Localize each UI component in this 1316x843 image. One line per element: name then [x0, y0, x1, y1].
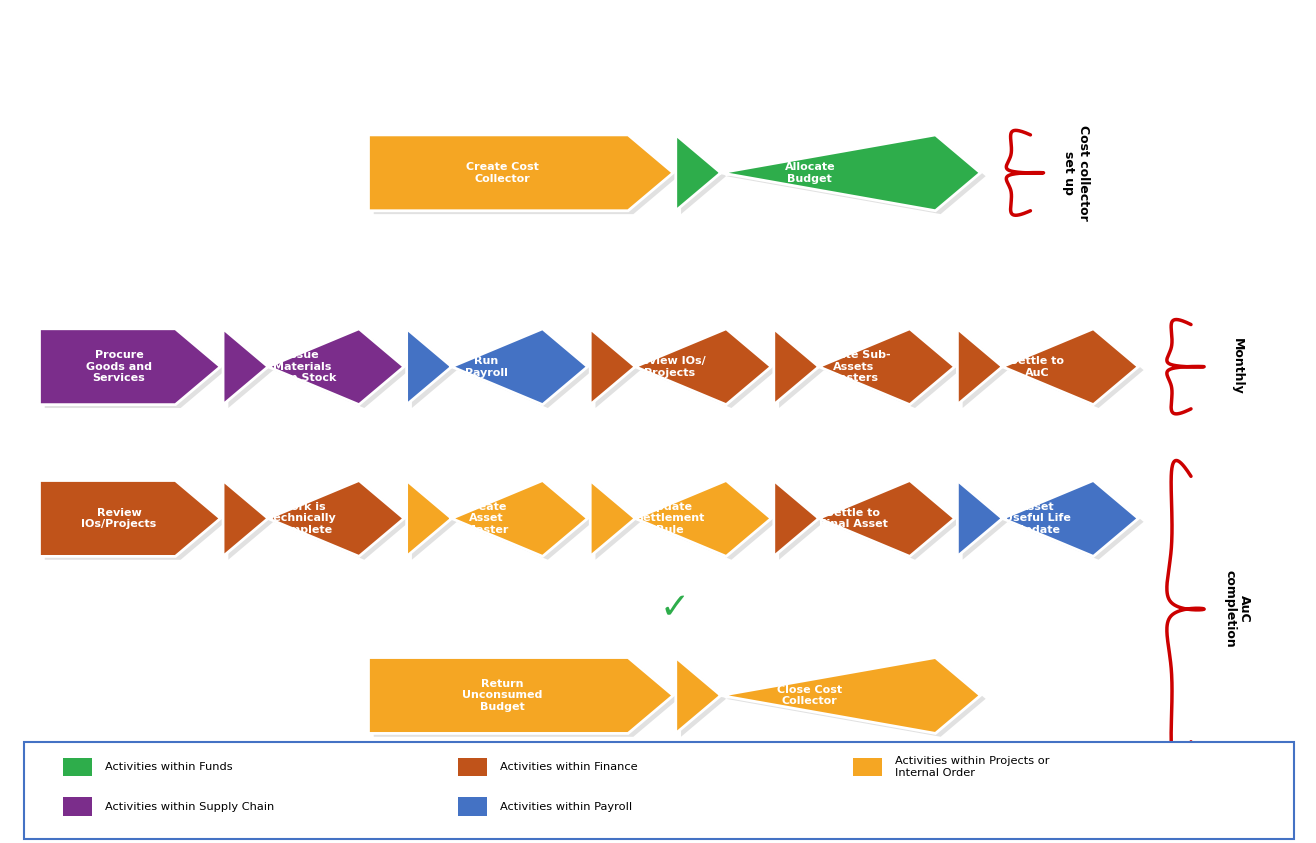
- Text: Create Sub-
Assets
Masters: Create Sub- Assets Masters: [817, 350, 890, 384]
- Polygon shape: [222, 329, 404, 405]
- Text: Review IOs/
Projects: Review IOs/ Projects: [633, 356, 707, 378]
- Polygon shape: [368, 135, 674, 211]
- Text: Allocate
Budget: Allocate Budget: [784, 162, 836, 184]
- Text: ✓: ✓: [661, 592, 690, 626]
- FancyBboxPatch shape: [63, 797, 92, 816]
- Text: Review
IOs/Projects: Review IOs/Projects: [82, 507, 157, 529]
- Text: Work is
Technically
Complete: Work is Technically Complete: [268, 502, 337, 535]
- Polygon shape: [39, 481, 220, 556]
- Text: Create Cost
Collector: Create Cost Collector: [466, 162, 540, 184]
- Text: Activities within Funds: Activities within Funds: [105, 762, 233, 772]
- Polygon shape: [682, 138, 986, 214]
- Polygon shape: [412, 484, 592, 560]
- Text: Asset
Useful Life
Update: Asset Useful Life Update: [1004, 502, 1070, 535]
- Text: Activities within Supply Chain: Activities within Supply Chain: [105, 802, 275, 812]
- Text: Run
Payroll: Run Payroll: [465, 356, 508, 378]
- Polygon shape: [595, 484, 776, 560]
- Polygon shape: [962, 484, 1144, 560]
- Text: Activities within Projects or
Internal Order: Activities within Projects or Internal O…: [895, 756, 1049, 778]
- Text: Return
Unconsumed
Budget: Return Unconsumed Budget: [462, 679, 542, 712]
- Polygon shape: [407, 329, 587, 405]
- Text: Activities within Finance: Activities within Finance: [500, 762, 638, 772]
- Text: Activities within Payroll: Activities within Payroll: [500, 802, 632, 812]
- Polygon shape: [590, 329, 771, 405]
- Polygon shape: [368, 658, 674, 733]
- Polygon shape: [39, 329, 220, 405]
- Polygon shape: [45, 484, 226, 560]
- Polygon shape: [676, 135, 980, 211]
- Polygon shape: [962, 332, 1144, 408]
- Polygon shape: [407, 481, 587, 556]
- Polygon shape: [957, 329, 1138, 405]
- Polygon shape: [590, 481, 771, 556]
- FancyBboxPatch shape: [458, 758, 487, 776]
- Polygon shape: [229, 332, 409, 408]
- FancyBboxPatch shape: [458, 797, 487, 816]
- Polygon shape: [222, 481, 404, 556]
- Polygon shape: [412, 332, 592, 408]
- FancyBboxPatch shape: [63, 758, 92, 776]
- Text: Issue
Materials
from Stock: Issue Materials from Stock: [268, 350, 337, 384]
- Text: AuC
completion: AuC completion: [1223, 570, 1252, 648]
- Polygon shape: [374, 661, 679, 737]
- Polygon shape: [779, 332, 959, 408]
- Polygon shape: [957, 481, 1138, 556]
- FancyBboxPatch shape: [853, 758, 882, 776]
- Polygon shape: [774, 481, 954, 556]
- Polygon shape: [229, 484, 409, 560]
- Polygon shape: [374, 138, 679, 214]
- Text: Cost collector
set up: Cost collector set up: [1062, 125, 1091, 221]
- Text: Settle to
AuC: Settle to AuC: [1009, 356, 1065, 378]
- Text: Create
Asset
Master: Create Asset Master: [465, 502, 508, 535]
- Polygon shape: [595, 332, 776, 408]
- Polygon shape: [682, 661, 986, 737]
- Polygon shape: [676, 658, 980, 733]
- Text: Procure
Goods and
Services: Procure Goods and Services: [86, 350, 153, 384]
- Polygon shape: [779, 484, 959, 560]
- Polygon shape: [45, 332, 226, 408]
- Text: Close Cost
Collector: Close Cost Collector: [778, 685, 842, 706]
- Text: Monthly: Monthly: [1230, 338, 1244, 395]
- FancyBboxPatch shape: [24, 742, 1294, 839]
- Text: Update
Settlement
Rule: Update Settlement Rule: [636, 502, 704, 535]
- Polygon shape: [774, 329, 954, 405]
- Text: Settle to
Final Asset: Settle to Final Asset: [819, 507, 888, 529]
